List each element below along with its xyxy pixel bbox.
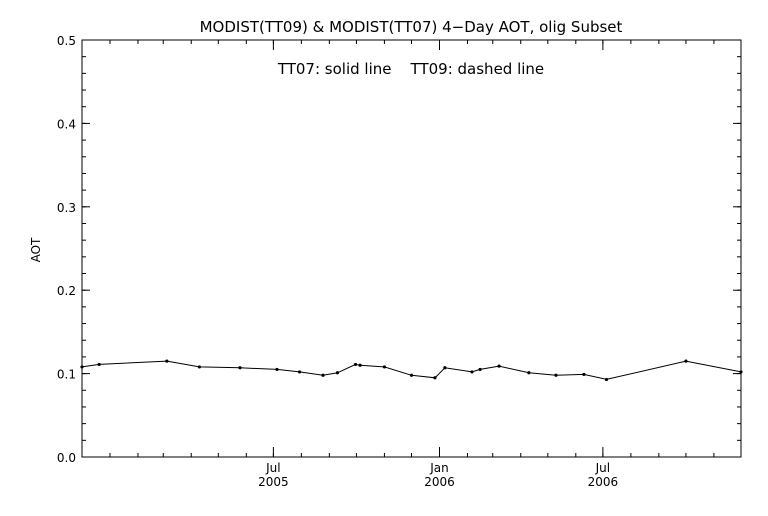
data-point-tt07 — [684, 359, 688, 363]
y-tick-label: 0.1 — [57, 368, 76, 382]
data-point-tt07 — [582, 372, 586, 377]
y-axis-label: AOT — [29, 237, 43, 262]
series-style-annotation: TT07: solid line TT09: dashed line — [277, 60, 544, 78]
x-tick-label-year: 2005 — [258, 475, 289, 489]
data-point-tt07 — [554, 373, 558, 377]
x-tick-label-year: 2006 — [424, 475, 455, 489]
data-point-tt07 — [604, 377, 609, 382]
x-tick-label-month: Jan — [429, 461, 449, 475]
data-point-tt07 — [97, 362, 101, 367]
x-tick-label-month: Jul — [265, 461, 280, 475]
data-point-tt07 — [80, 365, 84, 369]
data-point-tt07 — [197, 365, 201, 369]
chart-title: MODIST(TT09) & MODIST(TT07) 4−Day AOT, o… — [200, 18, 623, 36]
y-tick-label: 0.2 — [57, 284, 76, 298]
data-point-tt07 — [335, 371, 340, 375]
y-tick-label: 0.4 — [57, 117, 76, 131]
data-point-tt07 — [358, 363, 362, 367]
x-tick-label-year: 2006 — [588, 475, 619, 489]
y-tick-label: 0.5 — [57, 34, 76, 48]
data-point-tt07 — [353, 362, 358, 367]
plot-frame — [81, 39, 742, 458]
data-point-tt07 — [321, 373, 325, 377]
data-point-tt07 — [382, 365, 387, 369]
data-point-tt07 — [297, 370, 302, 374]
data-point-tt07 — [739, 370, 743, 374]
data-point-tt07 — [433, 376, 437, 380]
data-point-tt07 — [443, 366, 447, 370]
data-point-tt07 — [275, 367, 279, 372]
data-point-tt07 — [165, 359, 169, 363]
y-tick-label: 0.3 — [57, 201, 76, 215]
data-point-tt07 — [527, 371, 531, 375]
data-point-tt07 — [478, 367, 482, 372]
data-point-tt07 — [470, 370, 474, 374]
data-point-tt07 — [497, 364, 501, 368]
x-tick-label-month: Jul — [595, 461, 610, 475]
data-point-tt07 — [238, 366, 242, 370]
series-line-tt07 — [81, 360, 742, 380]
series-layer — [80, 359, 743, 382]
data-point-tt07 — [409, 373, 414, 377]
y-tick-label: 0.0 — [57, 451, 76, 465]
